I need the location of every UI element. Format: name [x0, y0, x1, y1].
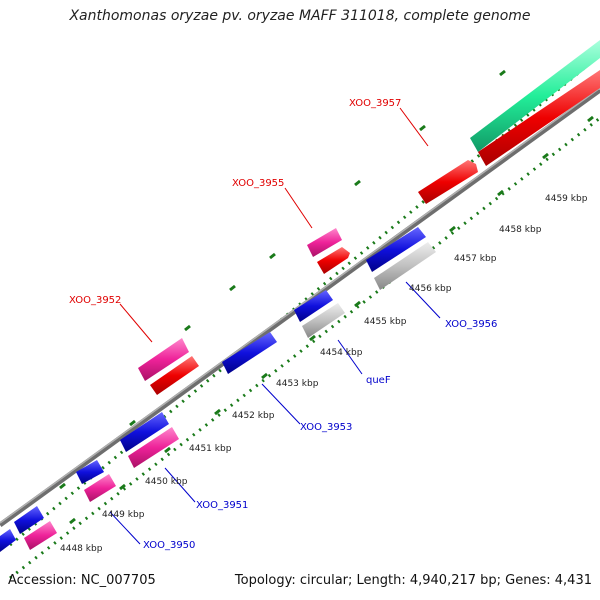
cds-blue-4448[interactable]	[14, 506, 44, 534]
gene-labels: XOO_3957 XOO_3955 XOO_3952 XOO_3956 queF…	[69, 98, 497, 551]
gene-label-xoo-3950[interactable]: XOO_3950	[143, 540, 195, 551]
cds-blue-4449[interactable]	[76, 460, 104, 484]
cds-xoo-3952-red[interactable]	[150, 356, 199, 395]
tick-labels: 4448 kbp 4449 kbp 4450 kbp 4451 kbp 4452…	[60, 194, 588, 554]
tick-label: 4458 kbp	[499, 225, 542, 235]
cds-red-upper-a[interactable]	[418, 160, 478, 204]
cds-xoo-3955-red[interactable]	[317, 247, 350, 274]
cds-blue-4455[interactable]	[294, 290, 333, 322]
leader-lines	[109, 107, 441, 545]
accession-text: Accession: NC_007705	[8, 573, 156, 588]
cds-xoo-3957-red[interactable]	[478, 70, 600, 166]
cds-xoo-3955-pink[interactable]	[307, 228, 342, 257]
tick-label: 4459 kbp	[545, 194, 588, 204]
gene-label-xoo-3952[interactable]: XOO_3952	[69, 295, 121, 306]
cds-pink-4448[interactable]	[24, 521, 57, 550]
features	[0, 40, 600, 552]
cds-blue-4453[interactable]	[222, 332, 277, 374]
tick-label: 4455 kbp	[364, 317, 407, 327]
gene-label-xoo-3953[interactable]: XOO_3953	[300, 422, 352, 433]
tick-label: 4451 kbp	[189, 444, 232, 454]
tick-label: 4450 kbp	[145, 477, 188, 487]
gene-label-xoo-3955[interactable]: XOO_3955	[232, 178, 284, 189]
cds-xoo-3957-green[interactable]	[470, 40, 600, 152]
cds-pink-4451[interactable]	[128, 427, 179, 468]
map-title: Xanthomonas oryzae pv. oryzae MAFF 31101…	[69, 8, 531, 24]
tick-label: 4453 kbp	[276, 379, 319, 389]
tick-label: 4457 kbp	[454, 254, 497, 264]
tick-label: 4452 kbp	[232, 411, 275, 421]
cds-blue-4451[interactable]	[120, 412, 169, 452]
cds-pink-4449[interactable]	[84, 474, 116, 502]
cds-gray-4455[interactable]	[302, 303, 345, 338]
cds-xoo-3952-pink[interactable]	[138, 338, 189, 381]
gene-label-xoo-3956[interactable]: XOO_3956	[445, 319, 497, 330]
gene-label-quef[interactable]: queF	[366, 375, 391, 386]
cds-blue-edge[interactable]	[0, 529, 16, 552]
tick-label: 4454 kbp	[320, 348, 363, 358]
genome-summary-text: Topology: circular; Length: 4,940,217 bp…	[234, 573, 592, 588]
gene-label-xoo-3957[interactable]: XOO_3957	[349, 98, 401, 109]
lower-tick-track	[9, 116, 600, 580]
cds-gray-4456[interactable]	[374, 242, 436, 290]
cds-blue-4456[interactable]	[366, 227, 426, 272]
gene-label-xoo-3951[interactable]: XOO_3951	[196, 500, 248, 511]
tick-label: 4449 kbp	[102, 510, 145, 520]
tick-label: 4456 kbp	[409, 284, 452, 294]
tick-label: 4448 kbp	[60, 544, 103, 554]
